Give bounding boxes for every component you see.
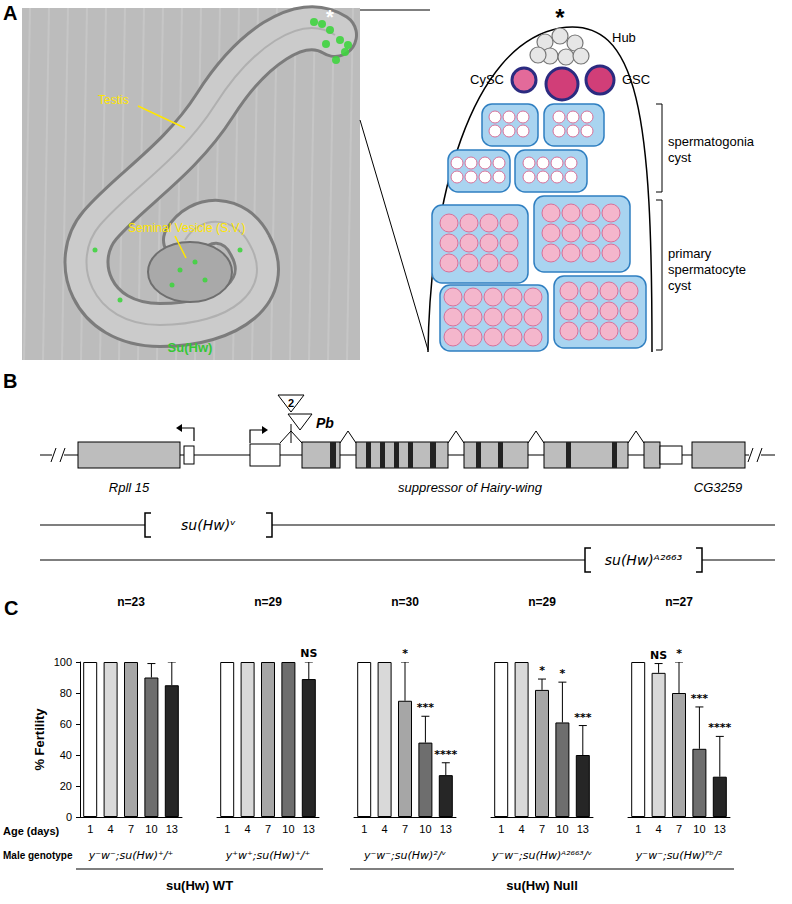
svg-text:***: *** — [691, 692, 709, 705]
svg-text:su(Hw)ᵛ: su(Hw)ᵛ — [181, 517, 236, 533]
svg-text:7: 7 — [539, 823, 545, 835]
svg-text:10: 10 — [556, 823, 568, 835]
svg-text:*: * — [560, 667, 566, 680]
svg-text:*: * — [676, 647, 682, 660]
svg-text:100: 100 — [54, 656, 72, 668]
svg-text:primary: primary — [668, 246, 712, 261]
svg-text:n=27: n=27 — [665, 595, 693, 609]
svg-text:Age (days): Age (days) — [3, 825, 60, 837]
svg-text:1: 1 — [498, 823, 504, 835]
svg-text:1: 1 — [224, 823, 230, 835]
svg-text:7: 7 — [265, 823, 271, 835]
svg-text:n=29: n=29 — [528, 595, 556, 609]
svg-text:y⁺w⁺;su(Hw)⁺/⁺: y⁺w⁺;su(Hw)⁺/⁺ — [225, 849, 311, 862]
svg-text:10: 10 — [145, 823, 157, 835]
svg-text:4: 4 — [108, 823, 114, 835]
svg-text:y⁻w⁻;su(Hw)²/ᵛ: y⁻w⁻;su(Hw)²/ᵛ — [363, 849, 446, 862]
svg-text:40: 40 — [60, 749, 72, 761]
svg-text:cyst: cyst — [668, 278, 692, 293]
svg-text:7: 7 — [676, 823, 682, 835]
svg-text:NS: NS — [650, 649, 667, 662]
svg-text:suppressor of Hairy-wing: suppressor of Hairy-wing — [398, 480, 543, 495]
svg-text:10: 10 — [282, 823, 294, 835]
svg-text:10: 10 — [693, 823, 705, 835]
svg-text:*: * — [402, 647, 408, 660]
svg-text:7: 7 — [128, 823, 134, 835]
svg-text:13: 13 — [714, 823, 726, 835]
svg-text:1: 1 — [87, 823, 93, 835]
svg-text:Pb: Pb — [316, 415, 334, 431]
svg-text:NS: NS — [300, 647, 317, 660]
svg-text:80: 80 — [60, 687, 72, 699]
svg-text:spermatogonia: spermatogonia — [668, 134, 755, 149]
svg-text:****: **** — [708, 721, 731, 734]
svg-text:% Fertility: % Fertility — [32, 708, 47, 771]
svg-text:Male genotype: Male genotype — [3, 850, 73, 861]
svg-text:1: 1 — [361, 823, 367, 835]
svg-text:2: 2 — [288, 397, 294, 409]
svg-text:GSC: GSC — [622, 72, 650, 87]
svg-text:20: 20 — [60, 780, 72, 792]
svg-text:n=30: n=30 — [391, 595, 419, 609]
svg-text:13: 13 — [303, 823, 315, 835]
svg-text:13: 13 — [440, 823, 452, 835]
svg-text:4: 4 — [245, 823, 251, 835]
svg-text:*: * — [555, 4, 565, 31]
svg-text:cyst: cyst — [668, 150, 692, 165]
svg-text:Su(Hw): Su(Hw) — [168, 340, 213, 355]
svg-text:4: 4 — [382, 823, 388, 835]
svg-text:y⁻w⁻;su(Hw)ᴾᵇ/²: y⁻w⁻;su(Hw)ᴾᵇ/² — [635, 849, 723, 862]
svg-text:7: 7 — [402, 823, 408, 835]
svg-text:su(Hw)ᴬ²⁶⁶³: su(Hw)ᴬ²⁶⁶³ — [605, 552, 683, 568]
svg-text:y⁻w⁻;su(Hw)ᴬ²⁶⁶³/ᵛ: y⁻w⁻;su(Hw)ᴬ²⁶⁶³/ᵛ — [491, 849, 592, 862]
svg-text:1: 1 — [635, 823, 641, 835]
svg-text:***: *** — [417, 701, 435, 714]
svg-text:60: 60 — [60, 718, 72, 730]
svg-text:*: * — [326, 6, 334, 28]
svg-text:13: 13 — [166, 823, 178, 835]
svg-text:B: B — [3, 370, 17, 392]
svg-text:13: 13 — [577, 823, 589, 835]
svg-text:0: 0 — [66, 811, 72, 823]
svg-text:****: **** — [434, 748, 457, 761]
svg-text:spermatocyte: spermatocyte — [668, 262, 746, 277]
svg-text:Rpll 15: Rpll 15 — [109, 480, 150, 495]
svg-text:Hub: Hub — [612, 30, 636, 45]
svg-text:su(Hw) WT: su(Hw) WT — [166, 878, 233, 893]
svg-text:***: *** — [574, 711, 592, 724]
svg-text:A: A — [3, 2, 17, 24]
svg-text:4: 4 — [656, 823, 662, 835]
svg-text:10: 10 — [419, 823, 431, 835]
svg-text:CG3259: CG3259 — [694, 480, 742, 495]
svg-text:y⁻w⁻;su(Hw)⁺/⁺: y⁻w⁻;su(Hw)⁺/⁺ — [88, 849, 174, 862]
svg-text:su(Hw) Null: su(Hw) Null — [506, 878, 578, 893]
svg-text:n=29: n=29 — [254, 595, 282, 609]
svg-text:Testis: Testis — [98, 93, 129, 107]
svg-text:CySC: CySC — [470, 72, 504, 87]
svg-text:*: * — [539, 664, 545, 677]
svg-text:4: 4 — [519, 823, 525, 835]
svg-text:n=23: n=23 — [117, 595, 145, 609]
svg-text:C: C — [4, 597, 18, 619]
svg-text:Seminal Vesicle (S.V.): Seminal Vesicle (S.V.) — [128, 221, 246, 235]
